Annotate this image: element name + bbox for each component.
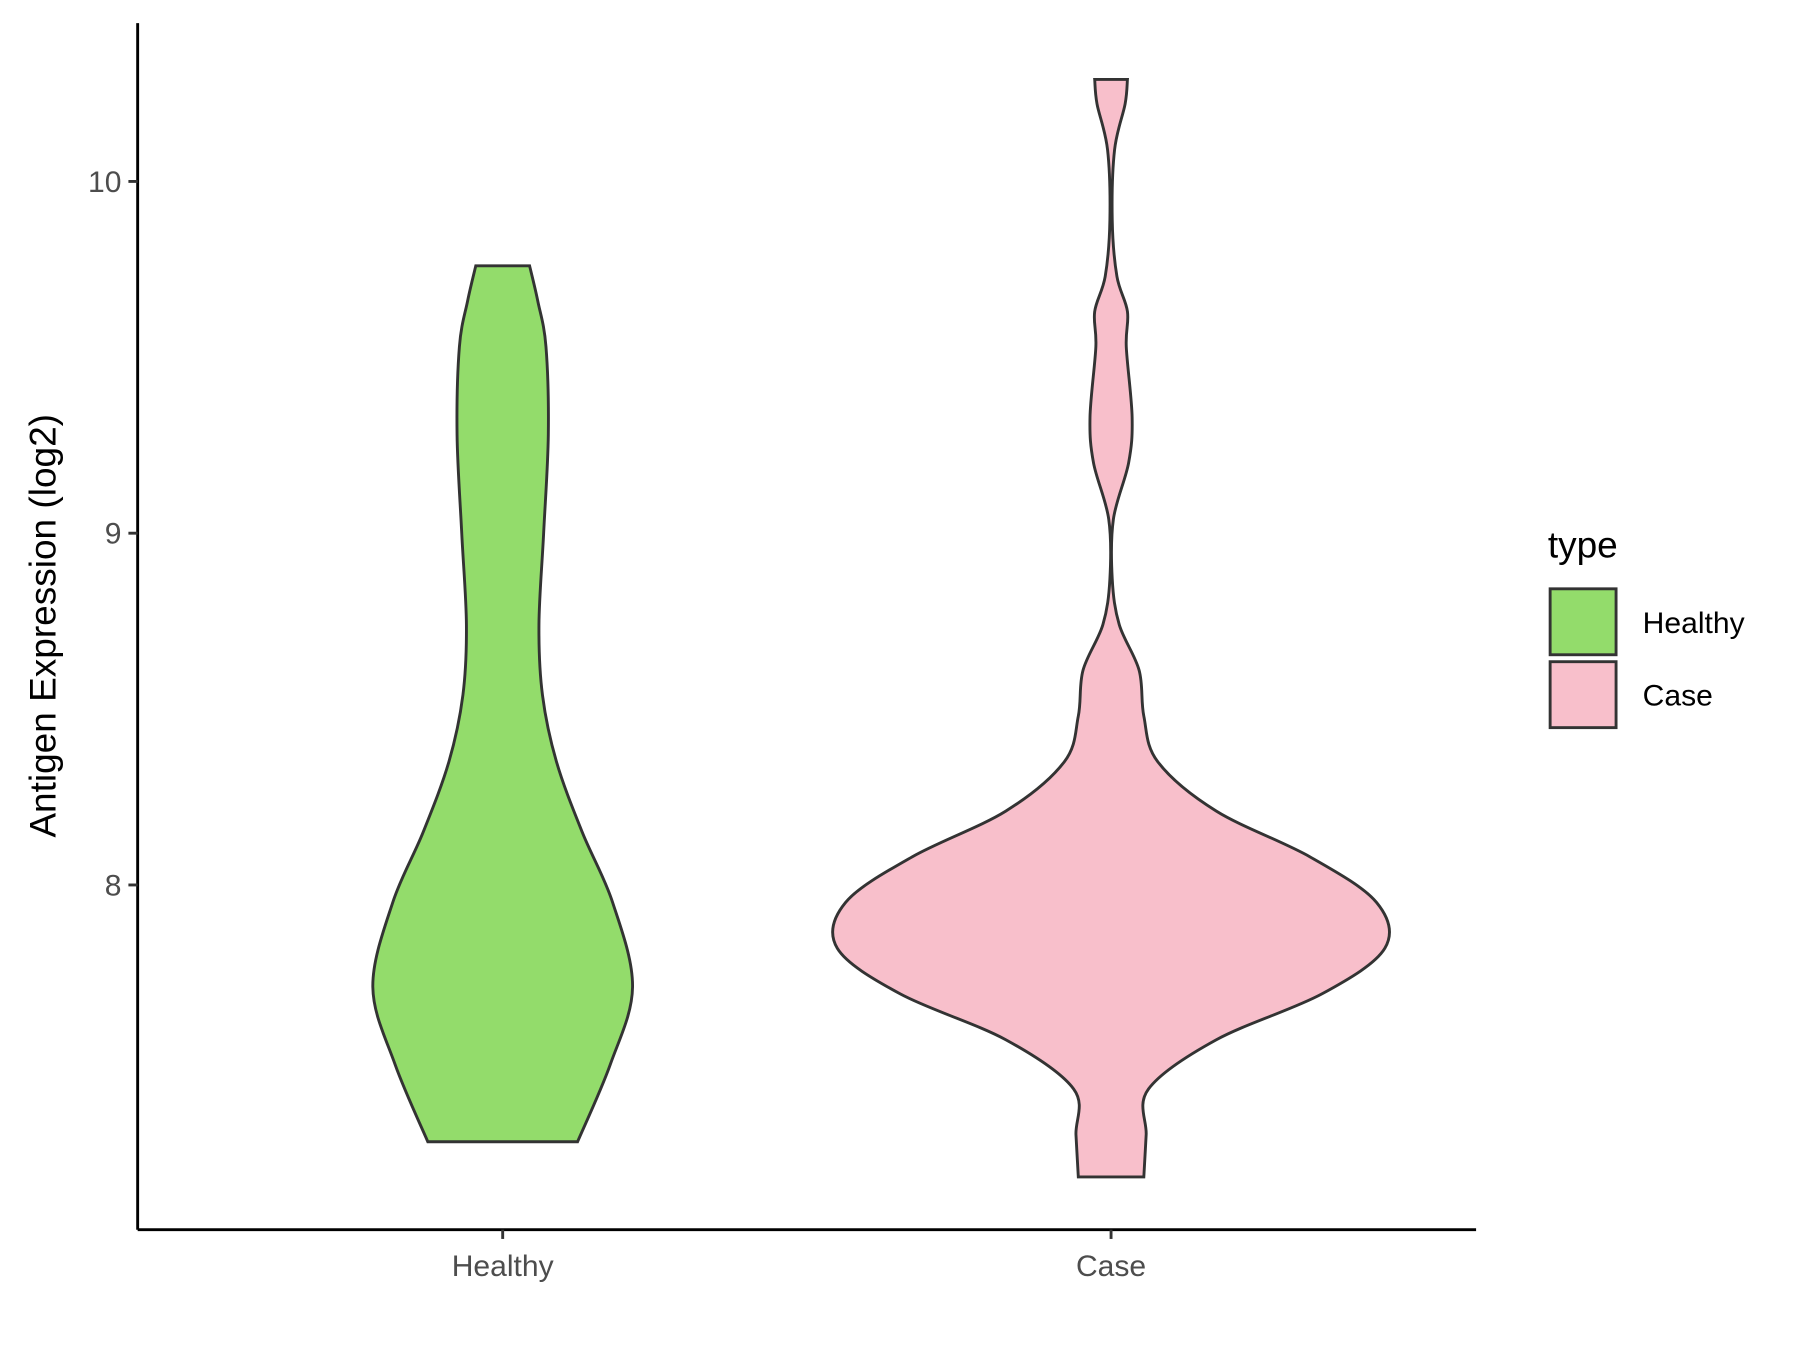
legend-swatch (1548, 660, 1618, 730)
y-tick-label: 10 (88, 166, 121, 199)
legend-title: type (1548, 524, 1618, 566)
y-axis-title: Antigen Expression (log2) (22, 414, 64, 838)
x-tick-label: Case (1076, 1250, 1146, 1283)
legend-label: Healthy (1643, 607, 1745, 640)
violin (831, 77, 1392, 1179)
x-tick-label: Healthy (452, 1250, 554, 1283)
legend-swatch (1548, 587, 1618, 657)
y-tick-label: 8 (105, 869, 122, 902)
violin (371, 264, 635, 1144)
legend-label: Case (1643, 680, 1713, 713)
y-tick-label: 9 (105, 518, 122, 551)
